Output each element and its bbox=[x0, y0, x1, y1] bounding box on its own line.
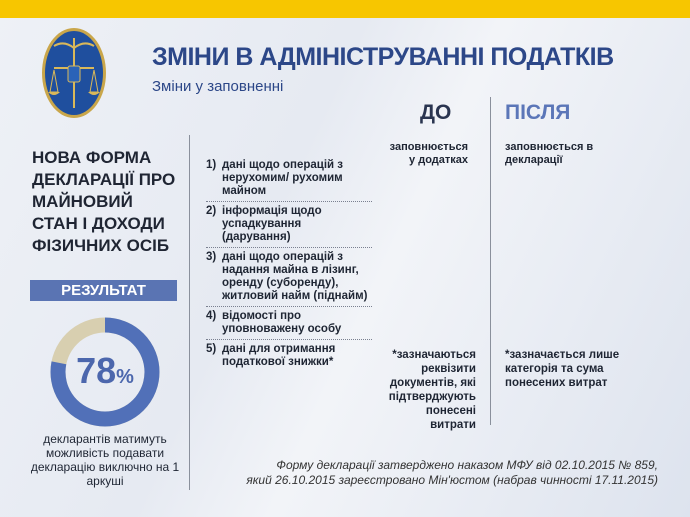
item-number: 5) bbox=[206, 343, 217, 355]
result-label: РЕЗУЛЬТАТ bbox=[30, 280, 177, 301]
heading-line: НОВА ФОРМА bbox=[32, 148, 152, 167]
result-donut bbox=[50, 317, 160, 427]
column-after-heading: ПІСЛЯ bbox=[505, 101, 571, 124]
result-percent: 78% bbox=[50, 350, 160, 392]
percent-value: 78 bbox=[76, 350, 117, 391]
after-note: *зазначається лише категорія та сума пон… bbox=[505, 349, 620, 389]
footer-note: Форму декларації затверджено наказом МФУ… bbox=[246, 458, 658, 488]
item-number: 1) bbox=[206, 159, 217, 171]
result-note: декларантів матимуть можливість подавати… bbox=[30, 432, 180, 488]
before-note: *зазначаються реквізити документів, які … bbox=[388, 349, 476, 431]
tax-service-emblem-logo bbox=[42, 28, 106, 118]
item-text: дані для отримання податкової знижки* bbox=[222, 343, 336, 368]
list-item: 5) дані для отримання податкової знижки* bbox=[206, 340, 372, 372]
item-text: дані щодо операцій з нерухомим/ рухомим … bbox=[222, 159, 344, 197]
list-item: 3) дані щодо операцій з надання майна в л… bbox=[206, 248, 372, 307]
list-item: 1) дані щодо операцій з нерухомим/ рухоми… bbox=[206, 156, 372, 202]
before-fill-text: заповнюється у додатках bbox=[389, 141, 468, 166]
item-number: 3) bbox=[206, 251, 217, 263]
column-divider bbox=[490, 97, 491, 425]
donut-filled-segment bbox=[50, 317, 160, 427]
item-number: 2) bbox=[206, 205, 217, 217]
left-divider bbox=[189, 135, 190, 490]
after-fill-text: заповнюється в декларації bbox=[505, 141, 594, 166]
item-number: 4) bbox=[206, 310, 217, 322]
heading-line: ФІЗИЧНИХ ОСІБ bbox=[32, 236, 170, 255]
percent-sign: % bbox=[116, 366, 134, 388]
footer-line: Форму декларації затверджено наказом МФУ… bbox=[276, 458, 658, 472]
top-bar bbox=[0, 0, 690, 18]
heading-line: ДЕКЛАРАЦІЇ ПРО bbox=[32, 170, 176, 189]
form-heading: НОВА ФОРМА ДЕКЛАРАЦІЇ ПРО МАЙНОВИЙ СТАН … bbox=[32, 147, 182, 257]
item-text: дані щодо операцій з надання майна в ліз… bbox=[222, 251, 368, 302]
list-item: 2) інформація щодо успадкування (даруванн… bbox=[206, 202, 372, 248]
items-list: 1) дані щодо операцій з нерухомим/ рухоми… bbox=[206, 156, 372, 372]
column-before-heading: ДО bbox=[420, 101, 452, 124]
heading-line: СТАН І ДОХОДИ bbox=[32, 214, 165, 233]
footer-line: який 26.10.2015 зареєстровано Мін'юстом … bbox=[246, 473, 658, 487]
list-item: 4) відомості про уповноважену особу bbox=[206, 307, 372, 340]
heading-line: МАЙНОВИЙ bbox=[32, 192, 133, 211]
page-title: ЗМІНИ В АДМІНІСТРУВАННІ ПОДАТКІВ bbox=[152, 43, 614, 71]
page-subtitle: Зміни у заповненні bbox=[152, 78, 284, 95]
item-text: інформація щодо успадкування (дарування) bbox=[222, 205, 322, 243]
item-text: відомості про уповноважену особу bbox=[222, 310, 342, 335]
